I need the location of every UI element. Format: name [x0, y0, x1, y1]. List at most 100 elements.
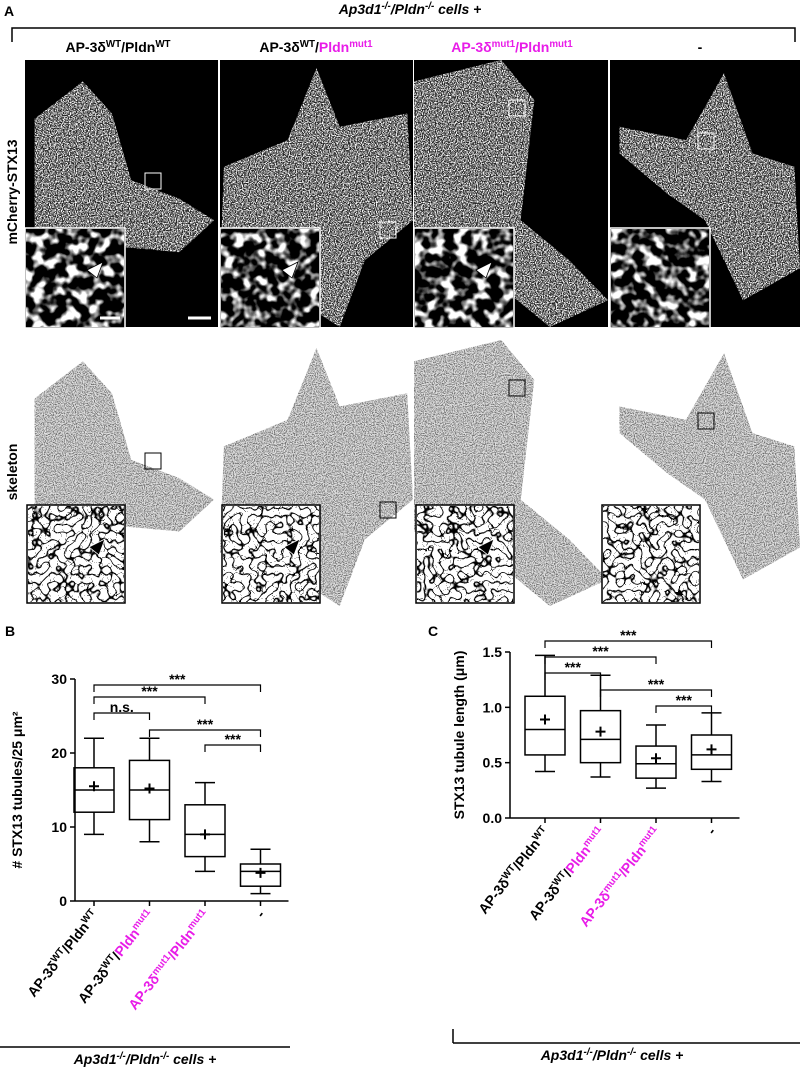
panel-label: A — [4, 3, 14, 19]
roi-box — [697, 412, 715, 430]
row-label: mCherry-STX13 — [4, 139, 20, 244]
significance-bracket — [148, 729, 262, 737]
mean-marker — [89, 781, 99, 792]
box — [690, 734, 733, 771]
text-part: mut1 — [549, 39, 573, 50]
inset-texture — [28, 506, 124, 602]
column-label: - — [698, 39, 703, 55]
roi-box — [379, 501, 397, 519]
text-part: /Pldn — [515, 39, 549, 55]
text-part: Pldn — [319, 39, 349, 55]
column-label: AP-3δmut1/Pldnmut1 — [451, 39, 573, 56]
box — [239, 863, 282, 887]
panel-label: C — [428, 623, 438, 639]
significance-label: *** — [592, 643, 609, 659]
bracket — [11, 27, 796, 42]
significance-bracket — [544, 656, 657, 664]
significance-label: *** — [169, 671, 186, 687]
text-part: /Pldn — [121, 39, 155, 55]
text-part: /Pldn — [125, 1051, 160, 1067]
y-tick-label: 0.5 — [483, 755, 503, 771]
significance-label: *** — [648, 676, 665, 692]
text-part: WT — [155, 39, 170, 50]
text-part: - — [698, 39, 703, 55]
text-part: AP-3δ — [259, 39, 299, 55]
roi-box — [379, 221, 397, 239]
inset-texture — [611, 229, 709, 327]
text-part: mut1 — [580, 823, 603, 849]
x-tick-label: - — [252, 907, 268, 921]
cell — [619, 73, 800, 301]
mean-marker — [706, 744, 717, 755]
text-part: mut1 — [492, 39, 516, 50]
footer: Ap3d1-/-/Pldn-/- cells + — [540, 1047, 684, 1064]
x-tick-label: - — [703, 824, 719, 838]
y-tick-label: 0 — [59, 893, 67, 909]
text-part: cells + — [169, 1051, 216, 1067]
arrowhead — [86, 261, 104, 279]
mean-marker — [200, 829, 210, 840]
mean-marker — [651, 753, 661, 764]
footer: Ap3d1-/-/Pldn-/- cells + — [73, 1051, 217, 1068]
text-part: cells + — [434, 1, 481, 17]
y-tick-label: 10 — [51, 819, 67, 835]
significance-label: *** — [565, 659, 582, 675]
significance-label: *** — [620, 627, 637, 643]
significance-label: n.s. — [110, 699, 134, 715]
y-tick-label: 0.0 — [483, 810, 503, 826]
arrowhead — [475, 261, 493, 279]
y-tick-label: 20 — [51, 745, 67, 761]
row-label: skeleton — [4, 444, 20, 501]
box — [184, 804, 226, 858]
inset-texture — [603, 506, 699, 602]
text-part: -/- — [425, 1, 434, 12]
mean-marker — [540, 714, 550, 725]
text-part: -/- — [116, 1051, 125, 1062]
header: Ap3d1-/-/Pldn-/- cells + — [338, 1, 482, 18]
text-part: WT — [300, 39, 315, 50]
text-part: /Pldn — [592, 1047, 627, 1063]
text-part: Ap3d1 — [338, 1, 382, 17]
text-part: mut1 — [349, 39, 373, 50]
arrowhead — [88, 538, 106, 556]
text-part: -/- — [627, 1047, 636, 1058]
text-part: -/- — [381, 1, 390, 12]
significance-bracket — [544, 672, 602, 680]
text-part: /Pldn — [390, 1, 425, 17]
significance-bracket — [93, 684, 262, 692]
box — [579, 709, 622, 764]
significance-bracket — [93, 712, 151, 720]
y-axis-label: STX13 tubule length (μm) — [451, 651, 467, 820]
significance-label: *** — [197, 716, 214, 732]
text-part: Ap3d1 — [540, 1047, 584, 1063]
roi-box — [508, 99, 526, 117]
text-part: / — [315, 39, 319, 55]
inset-texture — [415, 229, 513, 327]
text-part: -/- — [583, 1047, 592, 1058]
column-label: AP-3δWT/PldnWT — [65, 39, 170, 56]
y-tick-label: 30 — [51, 671, 67, 687]
arrowhead — [281, 261, 299, 279]
text-part: AP-3δ — [451, 39, 491, 55]
significance-bracket — [93, 696, 206, 704]
arrowhead — [477, 538, 495, 556]
significance-label: *** — [676, 692, 693, 708]
mean-marker — [144, 783, 155, 794]
significance-bracket — [599, 689, 713, 697]
box — [524, 695, 566, 756]
text-part: -/- — [160, 1051, 169, 1062]
cell — [619, 353, 800, 580]
roi-box — [508, 379, 526, 397]
y-tick-label: 1.5 — [483, 644, 503, 660]
text-part: Ap3d1 — [73, 1051, 117, 1067]
significance-bracket — [655, 705, 713, 713]
significance-bracket — [204, 744, 262, 752]
significance-label: *** — [225, 731, 242, 747]
arrowhead — [283, 538, 301, 556]
y-tick-label: 1.0 — [483, 699, 503, 715]
roi-box — [144, 172, 162, 190]
inset-texture — [221, 229, 319, 327]
box — [635, 745, 677, 779]
inset-texture — [417, 506, 513, 602]
